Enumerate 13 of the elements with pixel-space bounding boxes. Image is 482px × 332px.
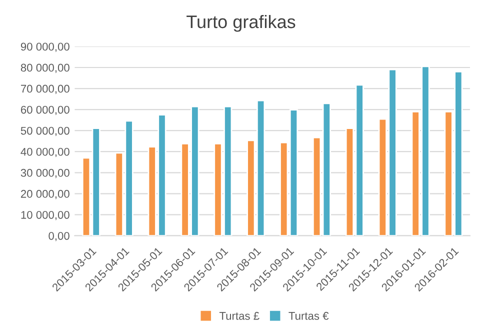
y-tick-label: 90 000,00 <box>20 42 70 52</box>
y-tick-label: 50 000,00 <box>20 126 70 136</box>
y-tick-label: 10 000,00 <box>21 210 70 220</box>
legend-label: Turtas € <box>288 312 329 320</box>
y-tick-label: 70 000,00 <box>20 84 70 94</box>
y-tick-label: 30 000,00 <box>20 168 70 178</box>
y-tick-label: 40 000,00 <box>20 148 70 158</box>
legend-label: Turtas £ <box>219 312 260 320</box>
y-tick-label: 60 000,00 <box>20 106 70 116</box>
y-tick-label: 0,00 <box>48 232 70 242</box>
chart-title: Turto grafikas <box>186 14 296 32</box>
y-tick-label: 20 000,00 <box>20 190 70 200</box>
y-tick-label: 80 000,00 <box>20 64 70 73</box>
